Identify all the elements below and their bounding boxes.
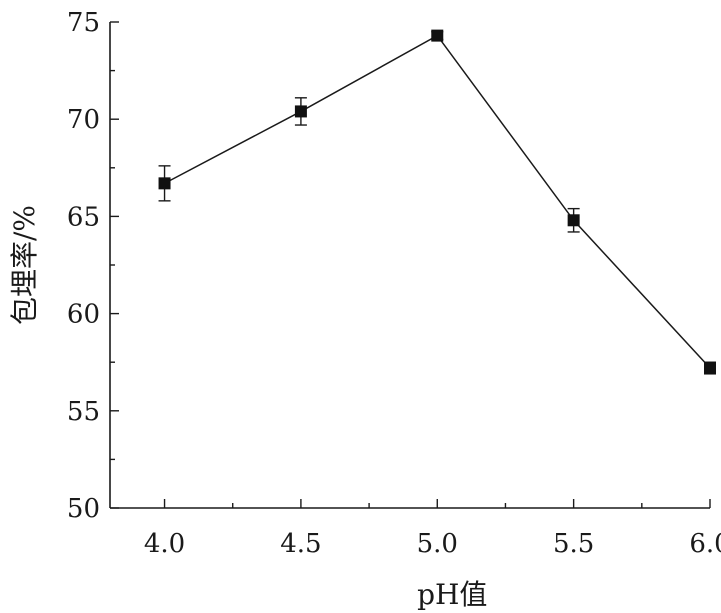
ticks [110, 21, 711, 509]
y-tick-label: 75 [67, 8, 100, 38]
x-tick-label: 4.0 [144, 529, 185, 559]
y-tick-label: 55 [67, 397, 100, 427]
x-tick-label: 5.5 [553, 529, 594, 559]
axes [109, 22, 710, 509]
x-tick-label: 5.0 [417, 529, 458, 559]
data-point-marker [294, 105, 307, 118]
data-point-marker [158, 177, 171, 190]
y-tick-label: 65 [67, 202, 100, 232]
x-tick-label: 6.0 [689, 529, 721, 559]
data-point-marker [431, 29, 444, 42]
y-tick-label: 60 [67, 300, 100, 330]
x-axis-title: pH值 [417, 578, 487, 611]
y-tick-label: 50 [67, 494, 100, 524]
series [158, 29, 716, 375]
y-tick-label: 70 [67, 105, 100, 135]
x-tick-label: 4.5 [280, 529, 321, 559]
data-point-marker [704, 362, 716, 375]
y-axis-title: 包埋率/% [8, 205, 41, 325]
series-line [164, 34, 711, 369]
data-point-marker [567, 214, 580, 227]
tick-labels: 50 55 60 65 70 75 4.0 4.5 5.0 5.5 6.0 [67, 8, 721, 559]
